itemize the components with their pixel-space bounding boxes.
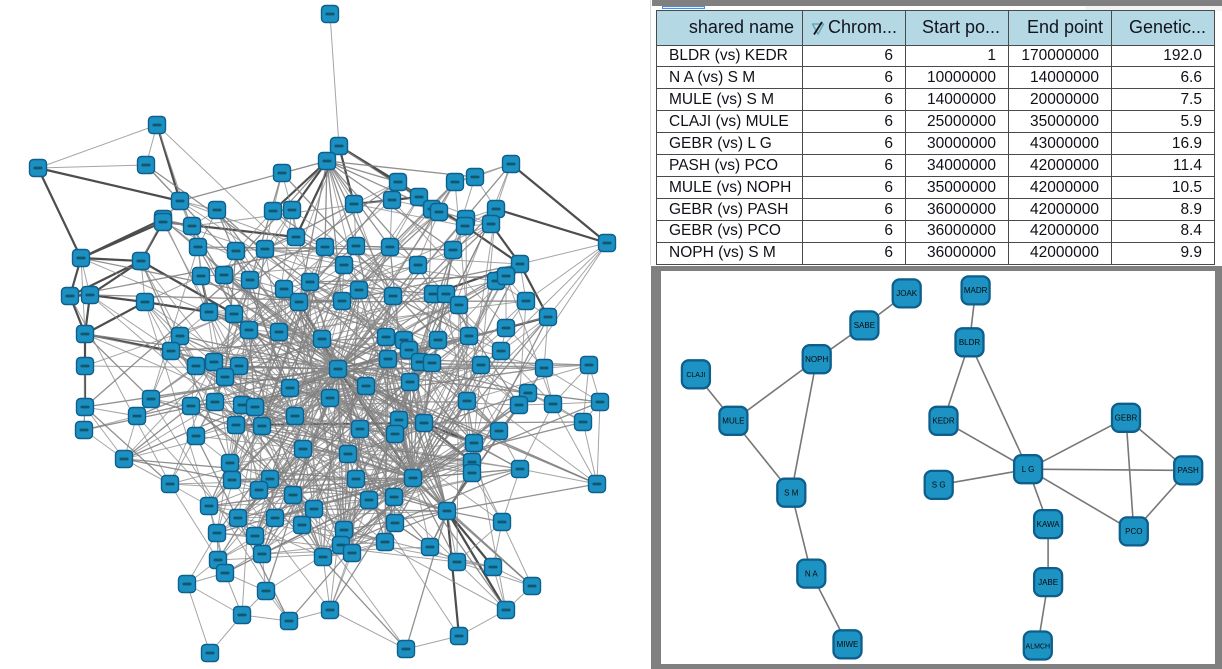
svg-text:GEBR: GEBR xyxy=(1115,414,1138,423)
svg-text:N A: N A xyxy=(805,569,819,578)
svg-text:L G: L G xyxy=(1022,465,1035,474)
svg-text:MADR: MADR xyxy=(964,286,988,295)
svg-text:MULE: MULE xyxy=(722,417,744,426)
svg-text:KEDR: KEDR xyxy=(932,417,954,426)
svg-text:KAWA: KAWA xyxy=(1037,520,1061,529)
svg-text:MIWE: MIWE xyxy=(837,640,859,649)
svg-text:JABE: JABE xyxy=(1038,578,1058,587)
svg-text:BLDR: BLDR xyxy=(959,338,981,347)
svg-text:PCO: PCO xyxy=(1125,527,1142,536)
svg-text:SABE: SABE xyxy=(854,321,875,330)
svg-text:NOPH: NOPH xyxy=(805,355,828,364)
svg-text:S M: S M xyxy=(784,489,799,498)
svg-text:S G: S G xyxy=(932,481,946,490)
svg-text:JOAK: JOAK xyxy=(896,289,918,298)
svg-text:PASH: PASH xyxy=(1178,466,1199,475)
svg-text:ALMCH: ALMCH xyxy=(1026,643,1051,650)
svg-text:CLAJI: CLAJI xyxy=(686,372,705,379)
